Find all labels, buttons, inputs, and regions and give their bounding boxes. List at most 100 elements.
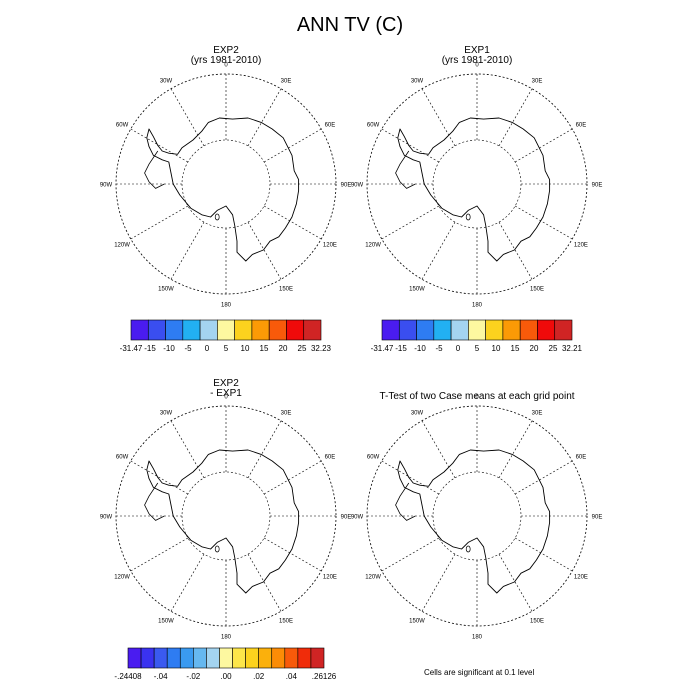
longitude-label: 90W (351, 515, 364, 521)
panel-3-title: EXP2 - EXP1 (126, 379, 326, 399)
colorbar-tick-label: -5 (184, 344, 192, 353)
island (214, 545, 220, 553)
meridian-line (170, 420, 205, 479)
latitude-circle (181, 139, 271, 229)
colorbar-segment (537, 319, 556, 341)
polar-map-ttest: 0 30E 60E 90E 120E 150E 180 150W 120W 90W 60W 30W (351, 395, 603, 641)
colorbar-tick-label: 25 (297, 344, 307, 353)
meridian-line (247, 88, 282, 147)
colorbar-tick-label: -5 (435, 344, 443, 353)
latitude-circle (432, 139, 522, 229)
meridian-line (514, 128, 573, 163)
panel-3-title-line1: EXP2 (213, 378, 239, 389)
colorbar-segment (519, 319, 538, 341)
longitude-label: 30E (281, 79, 292, 85)
longitude-label: 90W (100, 183, 113, 189)
meridian-line (263, 128, 322, 163)
longitude-label: 60W (367, 455, 380, 461)
colorbar-tick-label: 10 (240, 344, 250, 353)
longitude-label: 60E (576, 123, 587, 129)
longitude-label: 0 (224, 63, 228, 69)
antarctic-peninsula (395, 150, 416, 189)
meridian-line (263, 205, 322, 240)
meridian-line (170, 88, 205, 147)
colorbar-segment (251, 319, 270, 341)
longitude-label: 150W (158, 618, 174, 624)
meridian-line (381, 205, 440, 240)
colorbar-tick-label: 32.23 (310, 344, 332, 353)
antarctica-coastline (146, 449, 300, 594)
colorbar-segment (182, 319, 201, 341)
colorbar-segment (140, 647, 155, 669)
longitude-label: 180 (221, 303, 232, 309)
colorbar-segment (554, 319, 573, 341)
colorbar-segment (232, 647, 246, 669)
longitude-label: 150W (409, 286, 425, 292)
colorbar-segment (217, 319, 235, 341)
latitude-circle (181, 471, 271, 561)
meridian-line (130, 128, 189, 163)
colorbar-segment (166, 647, 181, 669)
longitude-label: 90E (341, 515, 352, 521)
longitude-label: 120W (114, 575, 130, 581)
longitude-label: 60E (325, 123, 336, 129)
meridian-line (247, 420, 282, 479)
meridian-line (421, 420, 456, 479)
colorbar-tick-label: -15 (395, 344, 407, 353)
colorbar-segment (468, 319, 486, 341)
colorbar-segment (193, 647, 207, 669)
colorbar-tick-label: 20 (278, 344, 288, 353)
colorbar-tick-label: 32.21 (561, 344, 583, 353)
longitude-label: 150E (530, 618, 544, 624)
meridian-line (247, 553, 282, 612)
colorbar-segment (153, 647, 168, 669)
colorbar-tick-label: .04 (285, 672, 297, 681)
longitude-label: 180 (472, 635, 483, 641)
colorbar-tick-label: -.02 (186, 672, 201, 681)
longitude-label: 90E (592, 183, 603, 189)
colorbar-segment (271, 647, 286, 669)
longitude-label: 60E (576, 455, 587, 461)
longitude-label: 30W (411, 411, 424, 417)
antarctic-peninsula (395, 482, 416, 521)
colorbar-tick-label: -31.47 (370, 344, 394, 353)
polar-map-exp1: 0 30E 60E 90E 120E 150E 180 150W 120W 90W 60W 30W (351, 63, 603, 309)
latitude-circle (432, 471, 522, 561)
antarctica-coastline (146, 117, 300, 262)
longitude-label: 0 (475, 395, 479, 401)
meridian-line (514, 537, 573, 572)
panel-1-title: EXP2 (yrs 1981-2010) (126, 46, 326, 66)
longitude-label: 120E (323, 575, 337, 581)
colorbar-segment (234, 319, 253, 341)
longitude-label: 150W (158, 286, 174, 292)
colorbar-exp1 (381, 319, 573, 341)
colorbar-tick-label: 5 (474, 344, 480, 353)
longitude-label: 30E (532, 411, 543, 417)
longitude-label: 90E (592, 515, 603, 521)
colorbar-segment (258, 647, 273, 669)
colorbar-segment (245, 647, 259, 669)
colorbar-segment (147, 319, 166, 341)
meridian-line (130, 460, 189, 495)
colorbar-tick-label: -15 (144, 344, 156, 353)
colorbar-segment (450, 319, 469, 341)
colorbar-segment (303, 319, 322, 341)
longitude-label: 30W (160, 411, 173, 417)
colorbar-tick-label: .02 (253, 672, 265, 681)
island (465, 213, 471, 221)
colorbar-segment (433, 319, 452, 341)
meridian-line (421, 88, 456, 147)
colorbar-segment (398, 319, 417, 341)
longitude-label: 180 (221, 635, 232, 641)
longitude-label: 30E (281, 411, 292, 417)
antarctic-peninsula (144, 150, 165, 189)
colorbar-segment (381, 319, 400, 341)
colorbar-difference (127, 647, 325, 669)
colorbar-tick-label: 10 (491, 344, 501, 353)
longitude-label: 150E (279, 618, 293, 624)
longitude-label: 90W (100, 515, 113, 521)
meridian-line (263, 460, 322, 495)
meridian-line (130, 205, 189, 240)
colorbar-segment (284, 647, 299, 669)
colorbar-segment (206, 647, 220, 669)
